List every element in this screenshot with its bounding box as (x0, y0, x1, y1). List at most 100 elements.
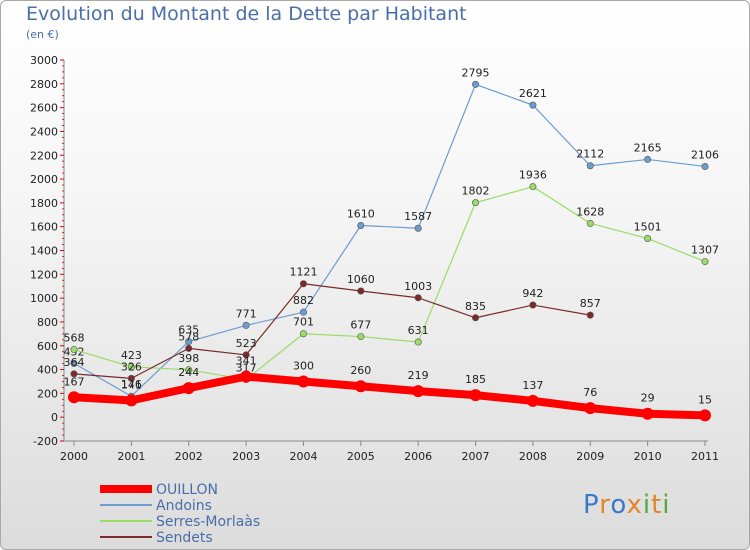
logo-letter: i (662, 490, 671, 520)
y-tick-label: 2200 (30, 149, 58, 162)
logo-letter: P (583, 490, 600, 520)
data-label: 219 (408, 369, 429, 382)
y-tick-label: 2000 (30, 173, 58, 186)
y-tick-label: 1600 (30, 221, 58, 234)
logo-text: Proxiti (583, 490, 671, 520)
data-point (641, 407, 654, 420)
data-point (699, 409, 711, 422)
data-point (68, 391, 80, 404)
data-point (182, 382, 195, 395)
y-tick-label: -200 (33, 435, 58, 448)
legend-label: Sendets (156, 530, 213, 546)
data-point (701, 162, 709, 170)
logo-letter: o (610, 490, 627, 520)
data-point (414, 294, 422, 302)
series-line-0 (70, 372, 709, 420)
data-label: 341 (236, 355, 257, 368)
data-point (586, 219, 594, 227)
data-point (242, 351, 250, 359)
data-label: 1587 (404, 210, 432, 223)
proxiti-logo: Proxiti (583, 490, 671, 520)
series-line-1 (73, 83, 706, 397)
x-tick-label: 2003 (232, 450, 260, 463)
data-point (472, 314, 480, 322)
data-label: 300 (293, 359, 314, 372)
data-point (185, 344, 193, 352)
x-tick-label: 2008 (519, 450, 547, 463)
data-point (185, 338, 193, 346)
data-label: 1060 (347, 273, 375, 286)
x-tick-label: 2011 (691, 450, 719, 463)
data-label: 701 (293, 316, 314, 329)
data-point (297, 375, 310, 388)
data-label: 15 (698, 393, 712, 406)
x-tick-label: 2010 (634, 450, 662, 463)
data-point (529, 301, 537, 309)
y-tick-label: 3000 (30, 54, 58, 67)
data-label: 771 (236, 307, 257, 320)
data-point (357, 287, 365, 295)
data-point (127, 374, 135, 382)
y-tick-label: 2400 (30, 125, 58, 138)
data-point (529, 101, 537, 109)
data-point (125, 394, 138, 407)
data-point (299, 280, 307, 288)
data-label: 882 (293, 294, 314, 307)
data-point (586, 162, 594, 170)
data-label: 523 (236, 337, 257, 350)
data-point (414, 338, 422, 346)
data-label: 1936 (519, 169, 547, 182)
logo-letter: r (599, 490, 611, 520)
data-point (644, 155, 652, 163)
data-label: 677 (350, 319, 371, 332)
logo-letter: x (626, 490, 643, 520)
data-point (586, 311, 594, 319)
data-label: 317 (236, 361, 257, 374)
y-tick-label: 800 (37, 316, 58, 329)
data-point (357, 333, 365, 341)
data-label: 1802 (462, 185, 490, 198)
data-point (70, 346, 78, 354)
legend-label: OUILLON (156, 482, 218, 498)
data-point (357, 221, 365, 229)
data-label: 244 (178, 366, 199, 379)
data-point (185, 366, 193, 374)
x-tick-label: 2005 (347, 450, 375, 463)
y-tick-label: 1000 (30, 292, 58, 305)
data-label: 635 (178, 324, 199, 337)
data-label: 1501 (634, 220, 662, 233)
data-point (299, 330, 307, 338)
data-point (299, 308, 307, 316)
y-tick-label: 600 (37, 340, 58, 353)
data-label: 364 (64, 356, 85, 369)
series-line-3 (73, 283, 591, 379)
x-tick-label: 2004 (289, 450, 317, 463)
data-label: 942 (522, 287, 543, 300)
data-label: 176 (121, 378, 142, 391)
y-tick-label: 1800 (30, 197, 58, 210)
data-label: 29 (641, 392, 655, 405)
data-label: 326 (121, 360, 142, 373)
x-tick-label: 2009 (576, 450, 604, 463)
data-point (240, 370, 253, 383)
data-point (701, 258, 709, 266)
data-label: 260 (350, 364, 371, 377)
data-point (529, 183, 537, 191)
data-point (472, 199, 480, 207)
data-point (70, 359, 78, 367)
data-point (354, 380, 367, 393)
data-point (644, 234, 652, 242)
y-tick-label: 1200 (30, 268, 58, 281)
data-label: 568 (64, 332, 85, 345)
x-tick-label: 2002 (175, 450, 203, 463)
data-point (70, 370, 78, 378)
logo-letter: i (642, 490, 652, 520)
data-point (127, 363, 135, 371)
y-tick-label: 200 (37, 387, 58, 400)
data-label: 141 (121, 378, 142, 391)
data-point (526, 394, 539, 407)
y-tick-label: 2800 (30, 78, 58, 91)
x-tick-label: 2007 (462, 450, 490, 463)
